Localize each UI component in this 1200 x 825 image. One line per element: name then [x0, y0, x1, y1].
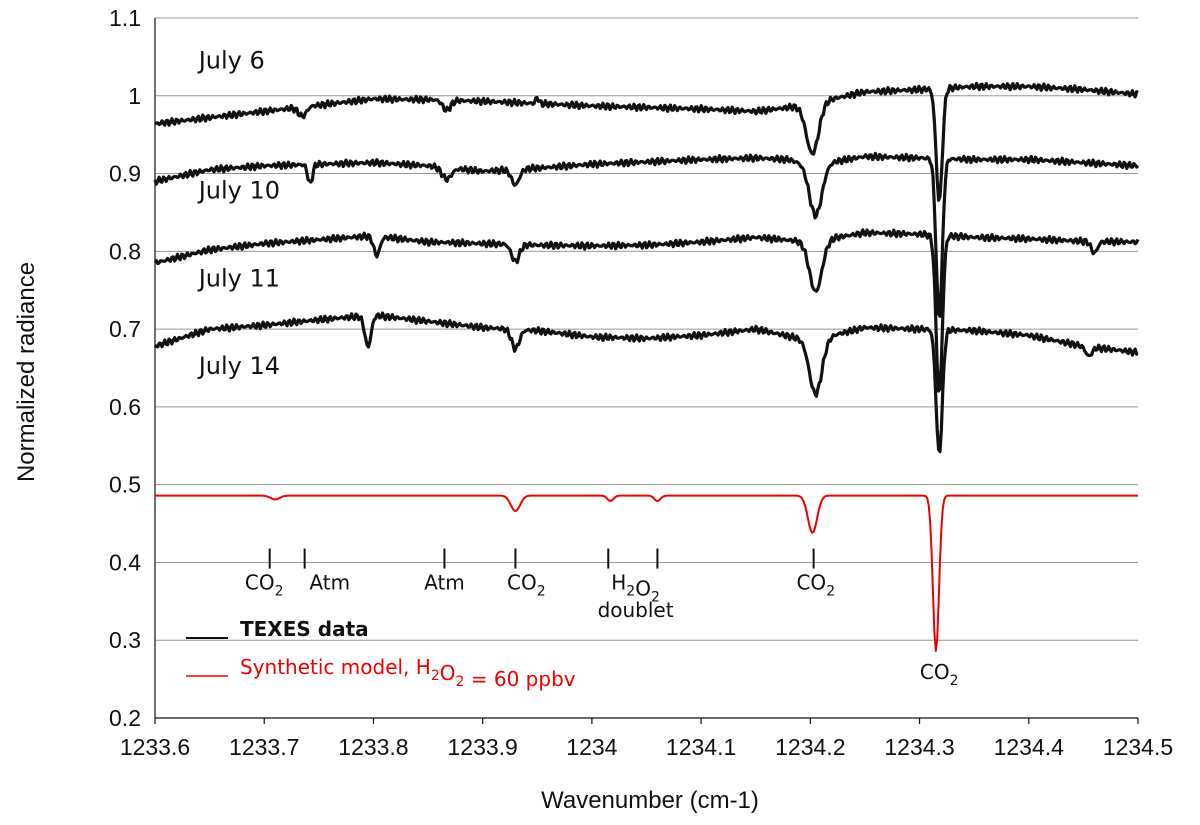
- x-tick-label-8: 1234.4: [994, 734, 1065, 760]
- y-tick-label-2: 0.4: [109, 549, 141, 575]
- annotation-co2-1: CO2: [245, 571, 284, 600]
- annotation-atm-1: Atm: [309, 571, 350, 595]
- y-tick-label-0: 0.2: [109, 705, 141, 731]
- x-tick-label-7: 1234.3: [884, 734, 954, 760]
- series-line-july-10: [153, 151, 1140, 318]
- series-label-july-11: July 11: [197, 264, 280, 292]
- legend-label-1: Synthetic model, H2O2 = 60 ppbv: [240, 655, 576, 691]
- x-tick-label-5: 1234.1: [666, 734, 736, 760]
- series-label-july-10: July 10: [197, 176, 280, 204]
- y-tick-label-4: 0.6: [109, 394, 141, 420]
- y-tick-label-6: 0.8: [109, 238, 141, 264]
- y-tick-label-9: 1.1: [109, 5, 141, 31]
- y-tick-label-1: 0.3: [109, 627, 141, 653]
- annotation-co2-2: CO2: [507, 571, 546, 600]
- x-tick-label-1: 1233.7: [229, 734, 299, 760]
- x-tick-label-0: 1233.6: [120, 734, 190, 760]
- y-tick-label-7: 0.9: [109, 161, 141, 187]
- y-tick-label-5: 0.7: [109, 316, 141, 342]
- series-line-july-14: [153, 311, 1139, 454]
- legend: TEXES data Synthetic model, H2O2 = 60 ppb…: [186, 617, 576, 691]
- annotation-h2o2: H2O2: [611, 571, 660, 606]
- x-tick-label-9: 1234.5: [1103, 734, 1173, 760]
- line-tick-marks: [268, 548, 815, 569]
- x-tick-label-4: 1234: [566, 734, 617, 760]
- series-labels: July 6 July 10 July 11 July 14: [197, 47, 280, 381]
- series-line-july-6: [154, 81, 1139, 202]
- series-line-july-11: [153, 228, 1140, 393]
- legend-label-0: TEXES data: [240, 617, 369, 641]
- series-label-july-6: July 6: [197, 47, 265, 75]
- y-tick-label-3: 0.5: [109, 472, 141, 498]
- grid-lines: [155, 17, 1138, 719]
- x-tick-label-2: 1233.8: [338, 734, 408, 760]
- annotation-atm-2: Atm: [424, 571, 465, 595]
- x-tick-label-6: 1234.2: [775, 734, 845, 760]
- y-axis-title: Normalized radiance: [13, 262, 40, 482]
- y-tick-label-8: 1: [128, 83, 141, 109]
- annotation-doublet: doublet: [598, 598, 674, 622]
- x-tick-label-3: 1233.9: [447, 734, 517, 760]
- x-axis-title: Wavenumber (cm-1): [541, 787, 759, 814]
- annotation-co2-3: CO2: [796, 571, 835, 600]
- series-lines: [153, 81, 1140, 652]
- series-line-synthetic-model: [155, 494, 1138, 652]
- axes: 0.2 0.3 0.4 0.5 0.6 0.7 0.8 0.9 1 1.1 1233.6 1233.7…: [109, 5, 1173, 760]
- annotation-co2-4: CO2: [920, 660, 959, 689]
- series-label-july-14: July 14: [197, 352, 280, 380]
